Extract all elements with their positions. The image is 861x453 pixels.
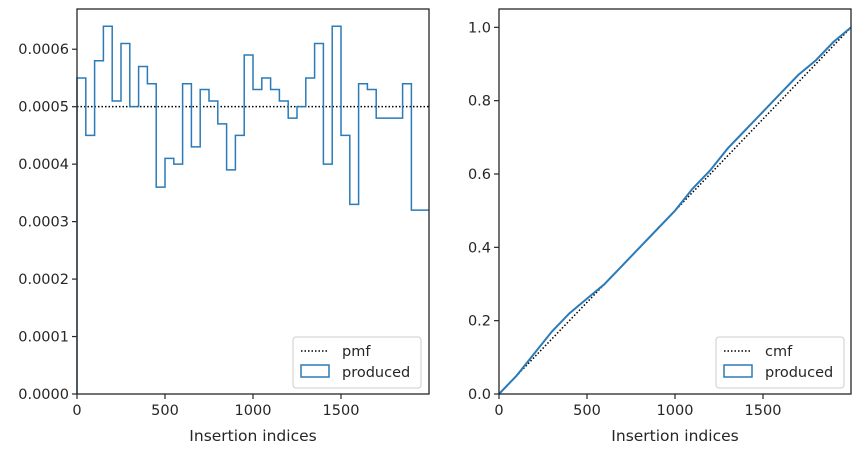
left-x-tick-label: 1000 (235, 403, 272, 419)
right-legend-box (715, 336, 845, 389)
right-cmf-line (498, 26, 852, 395)
right-legend-produced-label: produced (765, 365, 833, 381)
left-x-tick-label: 1500 (323, 403, 360, 419)
left-y-tick-label: 0.0002 (18, 272, 69, 288)
left-plot-marks (76, 25, 429, 394)
left-y-tick-label: 0.0001 (18, 330, 69, 346)
right-legend-cmf-label: cmf (765, 344, 793, 360)
right-x-axis-label: Insertion indices (611, 427, 738, 445)
left-x-axis-label: Insertion indices (189, 427, 316, 445)
right-x-tick-label: 1000 (657, 403, 694, 419)
right-plot-marks (498, 26, 852, 395)
left-y-tick-label: 0.0006 (18, 42, 69, 58)
left-x-tick-label: 500 (151, 403, 179, 419)
right-x-tick-label: 500 (573, 403, 601, 419)
left-legend-produced-swatch (300, 364, 330, 378)
right-y-ticks: 0.0 0.2 0.4 0.6 0.8 1.0 (468, 20, 499, 403)
left-y-tick-label: 0.0000 (18, 387, 69, 403)
right-y-tick-label: 0.6 (468, 167, 491, 183)
left-legend-produced-label: produced (342, 365, 410, 381)
left-legend-box (292, 336, 422, 389)
right-y-tick-label: 0.8 (468, 94, 491, 110)
right-y-tick-label: 0.2 (468, 314, 491, 330)
left-x-tick-label: 0 (72, 403, 81, 419)
right-x-tick-label: 1500 (745, 403, 782, 419)
left-legend: pmf produced (292, 336, 422, 389)
right-y-tick-label: 0.4 (468, 240, 491, 256)
right-legend: cmf produced (715, 336, 845, 389)
left-y-tick-label: 0.0005 (18, 100, 69, 116)
left-x-ticks: 0 500 1000 1500 (72, 394, 359, 419)
right-x-ticks: 0 500 1000 1500 (494, 394, 781, 419)
right-produced-line (498, 26, 852, 395)
right-plot-frame (498, 8, 852, 395)
left-produced-histogram (76, 25, 429, 394)
left-y-tick-label: 0.0003 (18, 215, 69, 231)
right-chart: 0.0 0.2 0.4 0.6 0.8 1.0 0 500 1000 1500 Insertio… (468, 8, 852, 445)
right-y-tick-label: 0.0 (468, 387, 491, 403)
right-legend-produced-swatch (723, 364, 753, 378)
right-x-tick-label: 0 (494, 403, 503, 419)
left-chart: 0.0000 0.0001 0.0002 0.0003 0.0004 0.0005 0.00… (18, 8, 430, 445)
left-legend-pmf-label: pmf (342, 344, 371, 360)
left-y-ticks: 0.0000 0.0001 0.0002 0.0003 0.0004 0.0005 0.00… (18, 42, 77, 403)
right-y-tick-label: 1.0 (468, 20, 491, 36)
left-plot-frame (76, 8, 430, 395)
left-y-tick-label: 0.0004 (18, 157, 69, 173)
